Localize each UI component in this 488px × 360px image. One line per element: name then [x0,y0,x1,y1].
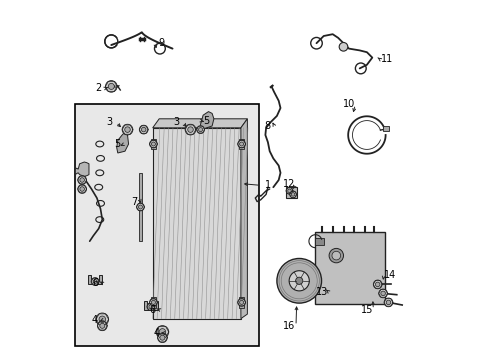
Circle shape [339,42,347,51]
Circle shape [239,300,243,305]
Circle shape [151,142,155,146]
Circle shape [157,333,167,343]
Circle shape [80,187,84,191]
Bar [150,139,156,149]
Bar [238,297,244,308]
Text: 16: 16 [283,321,295,331]
Bar [285,187,296,198]
Circle shape [93,279,97,284]
Polygon shape [139,173,142,241]
Bar [150,297,156,308]
Polygon shape [143,301,158,310]
Text: 6: 6 [149,305,156,315]
Circle shape [291,193,294,196]
Circle shape [78,185,86,193]
Circle shape [80,178,84,182]
Circle shape [239,142,243,146]
Text: 3: 3 [106,117,112,127]
Text: 5: 5 [203,116,209,126]
Text: 3: 3 [173,117,179,127]
Circle shape [386,300,390,305]
Polygon shape [88,275,102,284]
Circle shape [99,316,105,323]
Bar [382,126,387,131]
Circle shape [100,323,104,328]
Circle shape [378,289,386,298]
Polygon shape [152,119,247,128]
Circle shape [288,271,309,291]
Circle shape [149,140,157,148]
Text: 13: 13 [315,287,327,297]
Text: 10: 10 [342,99,354,109]
Polygon shape [117,131,128,153]
Bar [314,238,323,245]
Polygon shape [75,162,89,176]
Circle shape [287,189,291,193]
Circle shape [138,205,142,209]
Circle shape [196,126,204,134]
Circle shape [151,300,155,305]
Bar [75,104,258,346]
Circle shape [122,124,133,135]
Circle shape [156,325,168,338]
Text: 14: 14 [384,270,396,280]
Circle shape [105,81,117,92]
Circle shape [237,298,245,306]
Text: 4: 4 [153,328,159,338]
Circle shape [159,329,165,335]
Circle shape [384,298,392,307]
Circle shape [185,124,196,135]
Text: 5: 5 [114,139,121,149]
Circle shape [139,125,148,134]
Circle shape [78,176,86,184]
Circle shape [372,280,381,289]
Circle shape [149,298,157,306]
Text: 1: 1 [264,180,270,190]
Circle shape [289,191,296,198]
Circle shape [160,335,164,340]
Bar [238,139,244,149]
Circle shape [285,188,292,194]
Circle shape [97,321,107,330]
Circle shape [198,127,202,132]
Circle shape [96,313,108,326]
Text: 6: 6 [92,278,98,288]
Circle shape [136,203,144,211]
Polygon shape [152,128,241,319]
Text: 7: 7 [131,197,137,207]
Bar [314,232,384,304]
Circle shape [375,282,379,287]
Circle shape [276,258,321,303]
Text: 2: 2 [95,83,102,93]
Circle shape [147,303,155,311]
Polygon shape [200,112,213,130]
Circle shape [148,305,153,309]
Circle shape [91,278,99,285]
Circle shape [295,277,302,284]
Circle shape [328,248,343,263]
Circle shape [331,251,340,260]
Text: 9: 9 [158,38,164,48]
Circle shape [141,127,146,132]
Circle shape [187,127,193,132]
Polygon shape [241,119,247,319]
Circle shape [108,84,114,89]
Text: 15: 15 [360,305,372,315]
Circle shape [124,127,130,132]
Circle shape [380,291,385,296]
Text: 8: 8 [264,121,270,131]
Circle shape [237,140,245,148]
Text: 11: 11 [380,54,392,64]
Text: 4: 4 [92,315,98,325]
Text: 12: 12 [283,179,295,189]
